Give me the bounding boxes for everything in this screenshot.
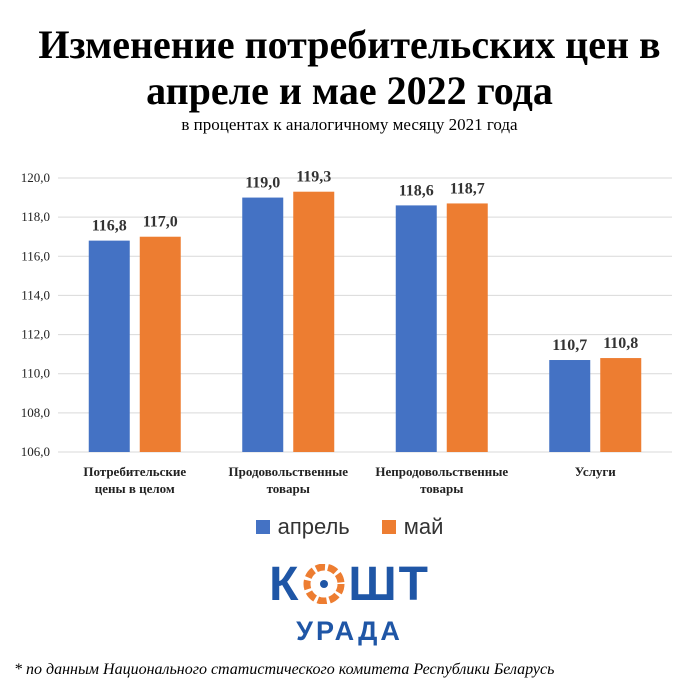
chart-title-line-1: Изменение потребительских цен в: [38, 22, 661, 67]
x-category-label: товары: [420, 481, 463, 496]
bar: [446, 203, 488, 452]
x-category-label: цены в целом: [95, 481, 175, 496]
legend-item-may: май: [381, 514, 444, 540]
chart-legend: апрель май: [0, 514, 699, 540]
bar: [242, 197, 284, 452]
y-tick-label: 108,0: [21, 405, 50, 420]
bar: [600, 358, 642, 452]
chart-title-line-2: апреле и мае 2022 года: [146, 68, 553, 113]
y-tick-label: 106,0: [21, 444, 50, 459]
coin-emblem-icon: [303, 564, 345, 604]
data-label: 110,7: [552, 337, 587, 354]
data-label: 118,6: [399, 182, 434, 199]
data-label: 110,8: [603, 335, 638, 352]
x-category-label: Продовольственные: [229, 464, 349, 479]
y-tick-label: 112,0: [21, 327, 50, 342]
source-footnote: * по данным Национального статистическог…: [14, 661, 555, 678]
logo-letter-k: К: [269, 558, 301, 611]
chart-subtitle: в процентах к аналогичному месяцу 2021 г…: [181, 115, 518, 134]
y-tick-label: 110,0: [21, 366, 50, 381]
x-category-label: Непродовольственные: [375, 464, 508, 479]
data-label: 118,7: [450, 180, 485, 197]
x-category-label: Услуги: [575, 464, 617, 479]
y-tick-label: 120,0: [21, 170, 50, 185]
legend-label-may: май: [403, 514, 444, 539]
legend-item-april: апрель: [255, 514, 350, 540]
koshtu-urada-logo: К ШТ УРАДА: [0, 560, 699, 650]
data-label: 116,8: [92, 218, 127, 235]
bar: [139, 236, 181, 452]
logo-subtitle: УРАДА: [296, 616, 403, 646]
legend-label-april: апрель: [277, 514, 350, 539]
data-label: 119,3: [296, 169, 331, 186]
bar: [293, 191, 335, 452]
x-category-label: Потребительские: [83, 464, 186, 479]
legend-swatch-may: [381, 520, 396, 534]
bar: [88, 240, 130, 452]
x-category-label: товары: [267, 481, 310, 496]
y-tick-label: 116,0: [21, 248, 50, 263]
chart-title: Изменение потребительских цен в апреле и…: [0, 22, 699, 114]
y-tick-label: 118,0: [21, 209, 50, 224]
logo-wordmark: К ШТ: [0, 560, 699, 610]
bar: [395, 205, 437, 452]
bar-chart: 106,0 108,0 110,0 112,0 114,0 116,0 118,0 120,0…: [21, 169, 672, 496]
data-label: 119,0: [245, 175, 280, 192]
data-label: 117,0: [143, 214, 178, 231]
y-tick-label: 114,0: [21, 287, 50, 302]
legend-swatch-april: [255, 520, 270, 534]
bar: [549, 360, 591, 452]
logo-letters-sht: ШТ: [348, 558, 430, 611]
